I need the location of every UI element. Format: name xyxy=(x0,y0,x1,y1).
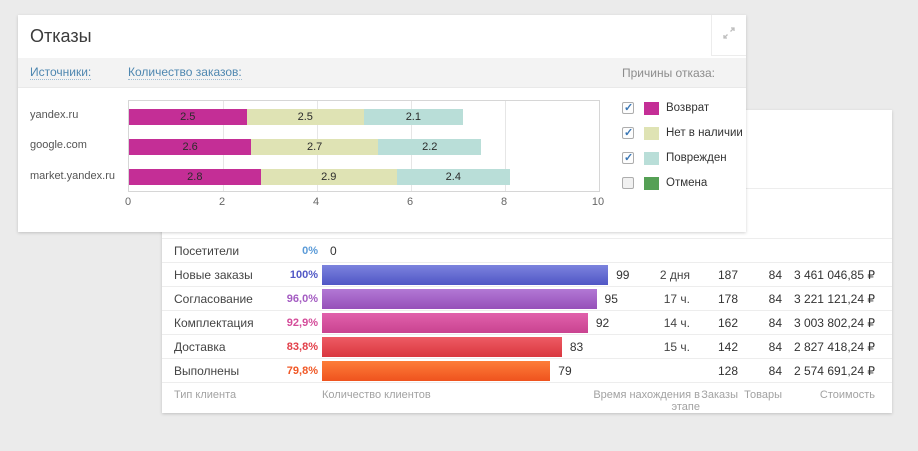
stage-cost: 3 003 802,24 ₽ xyxy=(793,316,875,330)
footer-col-cost: Стоимость xyxy=(819,389,875,401)
stage-label: Выполнены xyxy=(174,364,240,378)
legend-label: Поврежден xyxy=(666,152,727,164)
rejections-panel: Отказы Источники: Количество заказов: Пр… xyxy=(18,15,746,232)
stage-time: 14 ч. xyxy=(663,316,690,330)
stage-orders: 142 xyxy=(717,340,738,354)
category-label: market.yandex.ru xyxy=(30,170,115,182)
stage-label: Посетители xyxy=(174,244,240,258)
bar-segment-outofstock: 2.9 xyxy=(260,169,397,185)
stage-percent: 79,8% xyxy=(286,365,318,377)
legend-caption: Причины отказа: xyxy=(622,66,716,80)
stage-value: 79 xyxy=(558,364,572,378)
footer-divider xyxy=(162,382,892,383)
stage-items: 84 xyxy=(768,364,782,378)
stage-value: 95 xyxy=(604,292,618,306)
stage-cost: 3 461 046,85 ₽ xyxy=(793,268,875,282)
checkbox[interactable] xyxy=(622,151,634,164)
stacked-bar-plot: 2.5 2.5 2.1 2.6 2.7 2.2 2.8 2.9 2.4 xyxy=(128,100,600,192)
stage-orders: 187 xyxy=(717,268,738,282)
stage-label: Новые заказы xyxy=(174,268,253,282)
x-tick: 2 xyxy=(218,196,226,208)
funnel-row: Согласование 96,0% 95 17 ч. 178 84 3 221… xyxy=(162,286,892,311)
stage-value: 0 xyxy=(330,244,337,258)
stage-time: 15 ч. xyxy=(663,340,690,354)
funnel-bar xyxy=(322,265,609,285)
expand-icon xyxy=(722,26,736,45)
bar-segment-damaged: 2.1 xyxy=(364,109,463,125)
stage-orders: 178 xyxy=(717,292,738,306)
legend-label: Возврат xyxy=(666,102,710,114)
funnel-bar xyxy=(322,361,551,381)
legend-swatch xyxy=(644,177,659,190)
funnel-row: Посетители 0% 0 xyxy=(162,238,892,263)
stage-cost: 2 827 418,24 ₽ xyxy=(793,340,875,354)
legend-label: Нет в наличии xyxy=(666,127,743,139)
legend-label: Отмена xyxy=(666,177,708,189)
bar-segment-outofstock: 2.7 xyxy=(251,139,379,155)
category-label: yandex.ru xyxy=(30,109,79,121)
funnel-row: Новые заказы 100% 99 2 дня 187 84 3 461 … xyxy=(162,262,892,287)
bar-segment-return: 2.8 xyxy=(129,169,261,185)
x-tick: 4 xyxy=(312,196,320,208)
orders-count-link[interactable]: Количество заказов: xyxy=(128,65,242,80)
stage-value: 92 xyxy=(595,316,610,330)
footer-col-time: Время нахождения в этапе xyxy=(593,389,700,413)
x-tick: 10 xyxy=(591,196,605,208)
stage-orders: 162 xyxy=(717,316,738,330)
funnel-row: Доставка 83,8% 83 15 ч. 142 84 2 827 418… xyxy=(162,334,892,359)
stage-percent: 100% xyxy=(289,269,318,281)
stage-value: 99 xyxy=(616,268,630,282)
checkbox[interactable] xyxy=(622,126,634,139)
category-label: google.com xyxy=(30,139,87,151)
filter-strip: Источники: Количество заказов: Причины о… xyxy=(18,58,746,88)
checkbox[interactable] xyxy=(622,177,634,189)
footer-col-orders: Заказы xyxy=(701,389,738,401)
stage-value: 83 xyxy=(569,340,584,354)
stage-items: 84 xyxy=(768,292,782,306)
bar-segment-damaged: 2.4 xyxy=(396,169,510,185)
stage-label: Комплектация xyxy=(174,316,254,330)
stage-cost: 2 574 691,24 ₽ xyxy=(793,364,875,378)
stage-label: Доставка xyxy=(174,340,226,354)
bar-segment-outofstock: 2.5 xyxy=(246,109,364,125)
legend-swatch xyxy=(644,127,659,140)
stage-cost: 3 221 121,24 ₽ xyxy=(793,292,875,306)
footer-col-client-type: Тип клиента xyxy=(174,389,237,401)
legend-swatch xyxy=(644,152,659,165)
funnel-row: Выполнены 79,8% 79 128 84 2 574 691,24 ₽ xyxy=(162,358,892,383)
sources-link[interactable]: Источники: xyxy=(30,65,92,80)
x-tick: 8 xyxy=(500,196,508,208)
stage-items: 84 xyxy=(768,316,782,330)
stage-time: 2 дня xyxy=(659,268,690,282)
bar-segment-damaged: 2.2 xyxy=(378,139,482,155)
stage-orders: 128 xyxy=(717,364,738,378)
funnel-row: Комплектация 92,9% 92 14 ч. 162 84 3 003… xyxy=(162,310,892,335)
stage-percent: 96,0% xyxy=(286,293,318,305)
stage-items: 84 xyxy=(768,268,782,282)
stage-time: 17 ч. xyxy=(663,292,690,306)
legend-swatch xyxy=(644,102,659,115)
stacked-bar: 2.8 2.9 2.4 xyxy=(129,169,510,185)
checkbox[interactable] xyxy=(622,101,634,114)
footer-col-client-count: Количество клиентов xyxy=(322,389,431,401)
expand-button[interactable] xyxy=(711,15,746,56)
stage-label: Согласование xyxy=(174,292,253,306)
gridline xyxy=(505,101,506,191)
bar-segment-return: 2.6 xyxy=(129,139,252,155)
footer-col-items: Товары xyxy=(744,389,782,401)
stage-percent: 92,9% xyxy=(286,317,318,329)
bar-segment-return: 2.5 xyxy=(129,109,247,125)
funnel-bar xyxy=(322,313,588,333)
funnel-bar xyxy=(322,337,562,357)
x-tick: 0 xyxy=(124,196,132,208)
stacked-bar: 2.5 2.5 2.1 xyxy=(129,109,463,125)
panel-title: Отказы xyxy=(30,26,92,46)
stage-items: 84 xyxy=(768,340,782,354)
funnel-bar xyxy=(322,289,597,309)
stage-percent: 0% xyxy=(302,245,318,257)
stacked-bar: 2.6 2.7 2.2 xyxy=(129,139,482,155)
stage-percent: 83,8% xyxy=(286,341,318,353)
x-tick: 6 xyxy=(406,196,414,208)
